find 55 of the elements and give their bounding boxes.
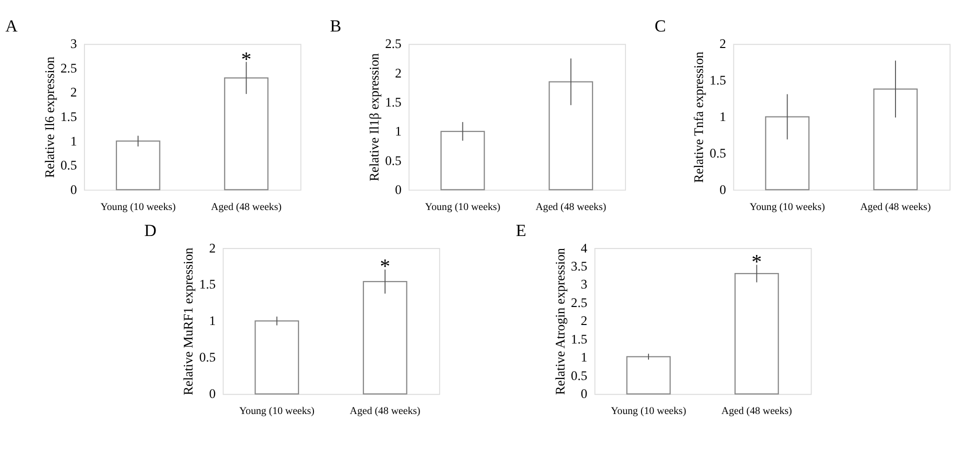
chart-title: D bbox=[144, 220, 156, 240]
y-tick-label: 1 bbox=[720, 109, 726, 124]
x-tick-label: Aged (48 weeks) bbox=[721, 406, 792, 418]
y-tick-label: 1 bbox=[580, 350, 588, 365]
y-tick-label: 2.5 bbox=[60, 60, 78, 76]
y-tick-label: 0 bbox=[209, 386, 216, 402]
chart-title: C bbox=[654, 16, 666, 36]
y-tick-label: 1.5 bbox=[570, 331, 588, 346]
y-tick-label: 3.5 bbox=[570, 258, 588, 274]
y-tick-label: 3 bbox=[580, 276, 588, 292]
y-tick-label: 0 bbox=[580, 386, 588, 402]
y-tick-label: 2 bbox=[209, 240, 216, 256]
x-tick-label: Young (10 weeks) bbox=[100, 202, 176, 213]
y-tick-label: 0.5 bbox=[60, 158, 78, 173]
y-tick-label: 4 bbox=[580, 240, 588, 256]
x-tick-label: Aged (48 weeks) bbox=[210, 202, 282, 213]
y-tick-label: 3 bbox=[70, 36, 78, 52]
y-tick-label: 1 bbox=[70, 133, 77, 148]
y-axis-title: Relative Il6 expression bbox=[42, 56, 57, 178]
x-tick-label: Aged (48 weeks) bbox=[536, 202, 606, 213]
y-tick-label: 1 bbox=[394, 124, 402, 139]
y-axis-title: Relative Il1β expression bbox=[366, 52, 382, 182]
y-axis-title: Relative Tnfa expression bbox=[691, 51, 706, 183]
y-tick-label: 2.5 bbox=[385, 36, 402, 52]
x-tick-label: Young (10 weeks) bbox=[610, 406, 686, 418]
chart-title: B bbox=[330, 16, 342, 36]
y-tick-label: 0 bbox=[720, 182, 727, 197]
x-tick-label: Young (10 weeks) bbox=[750, 202, 825, 213]
annotation: * bbox=[752, 251, 762, 274]
y-tick-label: 0.5 bbox=[199, 350, 216, 365]
y-tick-label: 0.5 bbox=[570, 368, 588, 383]
y-tick-label: 0.5 bbox=[385, 152, 402, 168]
y-tick-label: 1.5 bbox=[710, 72, 727, 88]
x-tick-label: Young (10 weeks) bbox=[239, 406, 314, 418]
y-tick-label: 0 bbox=[70, 182, 78, 197]
y-tick-label: 1 bbox=[209, 313, 216, 328]
y-axis-title: Relative Atrogin expression bbox=[552, 248, 568, 395]
y-tick-label: 1.5 bbox=[199, 276, 216, 292]
annotation: * bbox=[241, 49, 252, 72]
y-axis-title: Relative MuRF1 expression bbox=[180, 247, 196, 396]
y-tick-label: 2.5 bbox=[570, 294, 588, 310]
chart-title: A bbox=[5, 16, 18, 36]
y-tick-label: 0.5 bbox=[710, 145, 727, 160]
x-tick-label: Aged (48 weeks) bbox=[350, 406, 420, 418]
y-tick-label: 2 bbox=[70, 84, 77, 100]
y-tick-label: 0 bbox=[394, 182, 402, 197]
y-tick-label: 2 bbox=[580, 313, 588, 328]
chart-title: E bbox=[516, 220, 526, 240]
annotation: * bbox=[380, 256, 390, 278]
y-tick-label: 2 bbox=[720, 36, 726, 52]
x-tick-label: Young (10 weeks) bbox=[425, 202, 500, 213]
y-tick-label: 2 bbox=[394, 65, 402, 80]
y-tick-label: 1.5 bbox=[60, 109, 78, 124]
x-tick-label: Aged (48 weeks) bbox=[860, 202, 931, 213]
y-tick-label: 1.5 bbox=[385, 94, 402, 110]
